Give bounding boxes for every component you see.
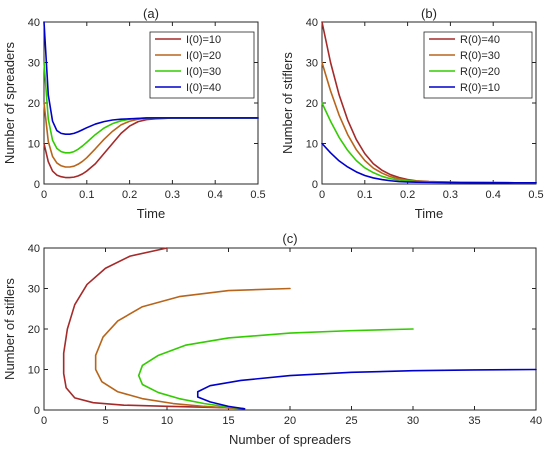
panel-a-legend-label-2: I(0)=30 xyxy=(186,66,221,78)
panel-c-x-axis-label: Number of spreaders xyxy=(229,432,352,447)
panel-b-legend: R(0)=40 R(0)=30 R(0)=20 R(0)=10 xyxy=(423,31,533,99)
panel-a-legend-label-0: I(0)=10 xyxy=(186,34,221,46)
panel-a-x-tick-label: 0.2 xyxy=(122,189,137,201)
panel-b-x-axis-label: Time xyxy=(415,206,443,221)
panel-a: 0 0.1 0.2 0.3 0.4 0.5 0 10 20 30 40 (a) Time Numbe… xyxy=(2,6,266,221)
panel-c-series-line-2 xyxy=(137,328,414,410)
panel-a-y-axis-label: Number of spreaders xyxy=(2,41,17,164)
panel-c-x-tick-label: 20 xyxy=(284,415,296,427)
panel-a-x-tick-label: 0.1 xyxy=(79,189,94,201)
panel-c-y-axis-label: Number of stiflers xyxy=(2,278,17,380)
panel-b-legend-label-0: R(0)=40 xyxy=(460,34,500,46)
panel-c-y-tick-label: 30 xyxy=(28,284,40,296)
panel-c-y-tick-label: 10 xyxy=(28,365,40,377)
panel-b-x-tick-label: 0.4 xyxy=(486,189,501,201)
panel-c-ticks: 0 5 10 15 20 25 30 35 40 0 10 20 30 40 xyxy=(28,243,542,427)
panel-b: 0 0.1 0.2 0.3 0.4 0.5 0 10 20 30 40 (b) Time Numbe… xyxy=(280,6,544,221)
panel-a-legend: I(0)=10 I(0)=20 I(0)=30 I(0)=40 xyxy=(149,31,255,99)
panel-a-y-tick-label: 40 xyxy=(28,17,40,29)
panel-c-x-tick-label: 0 xyxy=(41,415,47,427)
panel-c-x-tick-label: 25 xyxy=(345,415,357,427)
panel-b-series-line-3 xyxy=(321,142,537,184)
panel-a-title: (a) xyxy=(143,6,159,21)
panel-b-y-tick-label: 20 xyxy=(306,98,318,110)
panel-c-x-tick-label: 30 xyxy=(407,415,419,427)
panel-c-y-tick-label: 40 xyxy=(28,243,40,255)
panel-b-y-axis-label: Number of stiflers xyxy=(280,52,295,154)
panel-b-x-tick-label: 0.2 xyxy=(400,189,415,201)
panel-a-x-tick-label: 0 xyxy=(41,189,47,201)
panel-c-series-layer xyxy=(62,247,537,410)
panel-c-x-tick-label: 10 xyxy=(161,415,173,427)
panel-c-series-line-3 xyxy=(196,368,537,410)
panel-c-x-tick-label: 40 xyxy=(530,415,542,427)
panel-c-x-tick-label: 5 xyxy=(102,415,108,427)
panel-b-legend-label-1: R(0)=30 xyxy=(460,50,500,62)
panel-a-gridless-ticks: 0 0.1 0.2 0.3 0.4 0.5 0 10 20 30 40 xyxy=(28,17,266,201)
panel-b-y-tick-label: 10 xyxy=(306,139,318,151)
panel-a-x-tick-label: 0.4 xyxy=(208,189,223,201)
panel-b-x-tick-label: 0.1 xyxy=(357,189,372,201)
panel-a-series-line-3 xyxy=(43,21,259,135)
panel-c-series-line-1 xyxy=(94,287,291,410)
panel-b-legend-label-2: R(0)=20 xyxy=(460,66,500,78)
panel-c-y-tick-label: 0 xyxy=(34,405,40,417)
panel-b-legend-label-3: R(0)=10 xyxy=(460,82,500,94)
panel-a-y-tick-label: 30 xyxy=(28,58,40,70)
panel-c-series-line-0 xyxy=(62,247,246,410)
panel-c-title: (c) xyxy=(282,231,297,246)
panel-b-title: (b) xyxy=(421,6,437,21)
panel-c-plot-area xyxy=(43,247,537,411)
panel-a-legend-label-3: I(0)=40 xyxy=(186,82,221,94)
panel-b-ticks: 0 0.1 0.2 0.3 0.4 0.5 0 10 20 30 40 xyxy=(306,17,544,201)
panel-b-x-tick-label: 0.5 xyxy=(528,189,543,201)
panel-b-x-tick-label: 0.3 xyxy=(443,189,458,201)
panel-a-legend-label-1: I(0)=20 xyxy=(186,50,221,62)
panel-a-x-tick-label: 0.5 xyxy=(250,189,265,201)
panel-a-y-tick-label: 0 xyxy=(34,179,40,191)
panel-a-series-layer xyxy=(43,21,259,179)
panel-b-y-tick-label: 0 xyxy=(312,179,318,191)
panel-b-y-tick-label: 30 xyxy=(306,58,318,70)
panel-b-series-layer xyxy=(321,21,537,184)
panel-a-x-axis-label: Time xyxy=(137,206,165,221)
panel-c-x-tick-label: 15 xyxy=(222,415,234,427)
panel-a-y-tick-label: 10 xyxy=(28,139,40,151)
panel-c-x-tick-label: 35 xyxy=(468,415,480,427)
panel-a-y-tick-label: 20 xyxy=(28,98,40,110)
panel-a-x-tick-label: 0.3 xyxy=(165,189,180,201)
panel-b-x-tick-label: 0 xyxy=(319,189,325,201)
panel-c-y-tick-label: 20 xyxy=(28,324,40,336)
panel-b-y-tick-label: 40 xyxy=(306,17,318,29)
panel-c: 0 5 10 15 20 25 30 35 40 0 10 20 30 40 (c) Number of … xyxy=(2,231,542,447)
